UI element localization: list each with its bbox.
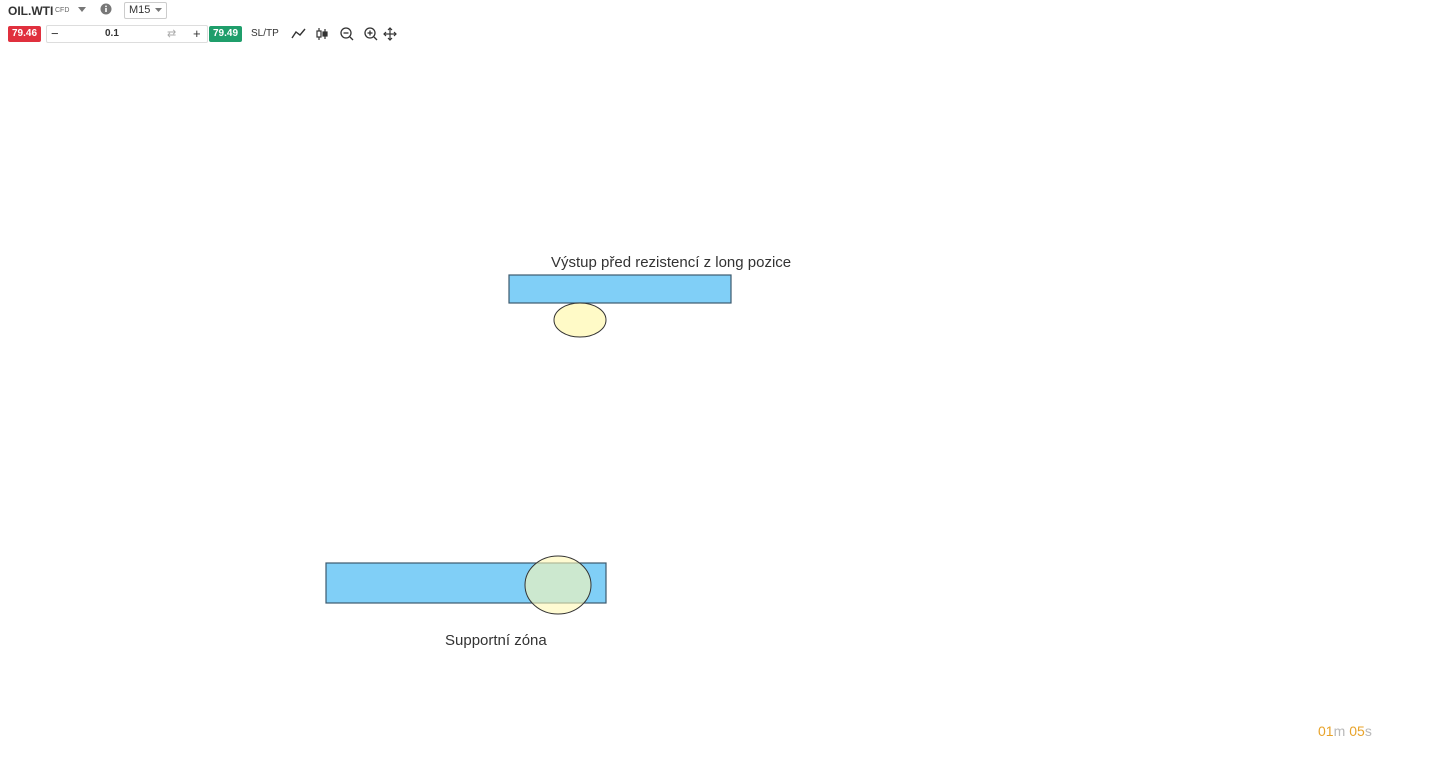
candle-icon[interactable] (316, 28, 328, 40)
dropdown-caret (155, 8, 162, 12)
swap-icon[interactable]: ⇄ (167, 28, 177, 40)
symbol[interactable]: OIL.WTI (8, 4, 54, 18)
highlight-ellipse[interactable] (553, 302, 607, 338)
drawings: Výstup před rezistencí z long pozice Sup… (325, 254, 791, 649)
increase-button[interactable]: + (193, 26, 201, 41)
price-axis-background (1378, 0, 1436, 776)
timeframe-select[interactable]: M15 (124, 2, 167, 19)
timer-unit: s (1365, 723, 1372, 739)
buy-button[interactable]: 79.49 (209, 26, 242, 42)
symbol-dropdown[interactable] (78, 7, 88, 13)
timer-unit: m (1334, 723, 1346, 739)
pan-icon[interactable] (383, 27, 397, 41)
chart-tools (291, 27, 397, 41)
symbol-type: CFD (55, 7, 70, 14)
volume-input[interactable]: 0.1 (105, 28, 119, 39)
info-icon[interactable] (100, 3, 112, 15)
timeframe: M15 (129, 4, 151, 16)
decrease-button[interactable]: − (51, 26, 59, 41)
candle-timer: 01m 05s (1318, 723, 1372, 739)
resistance-zone[interactable] (508, 274, 732, 304)
zoom-out-icon[interactable] (340, 27, 354, 41)
sell-button[interactable]: 79.46 (8, 26, 41, 42)
annotation: Supportní zóna (445, 632, 547, 649)
time-axis-background (0, 752, 1378, 776)
zoom-in-icon[interactable] (364, 27, 378, 41)
volume-box: − 0.1 ⇄ + (46, 25, 208, 43)
line-chart-icon[interactable] (291, 28, 306, 39)
highlight-ellipse[interactable] (524, 555, 592, 615)
timer-seconds: 05 (1349, 723, 1365, 739)
annotation: Výstup před rezistencí z long pozice (551, 254, 791, 271)
sl-tp-button[interactable]: SL/TP (251, 28, 279, 39)
timer-minutes: 01 (1318, 723, 1334, 739)
